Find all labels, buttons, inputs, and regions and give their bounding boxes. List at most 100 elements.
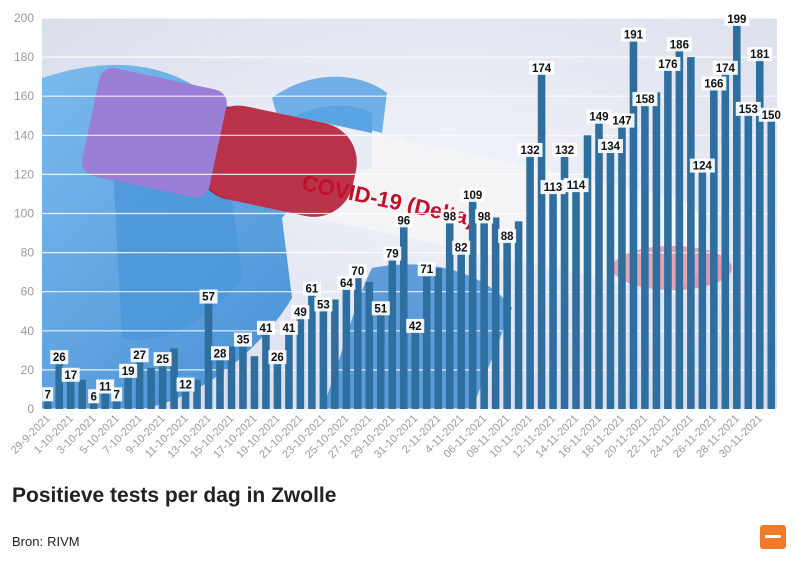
source-label: Bron:	[12, 534, 44, 549]
data-label: 49	[291, 305, 310, 320]
data-label-text: 70	[351, 266, 364, 278]
data-label: 53	[314, 297, 333, 312]
bar	[721, 68, 730, 409]
data-label-bg	[96, 379, 115, 394]
x-axis: 29-9-20211-10-20213-10-20215-10-20217-10…	[9, 413, 765, 461]
data-label-text: 174	[532, 63, 552, 75]
data-label: 7	[42, 387, 54, 402]
bar	[43, 395, 52, 409]
data-label-text: 174	[716, 63, 736, 75]
data-label: 191	[620, 27, 646, 42]
data-label: 26	[268, 350, 287, 365]
bar	[193, 379, 201, 409]
bar	[331, 299, 339, 409]
data-label: 11	[96, 379, 115, 394]
data-label: 150	[758, 107, 784, 122]
bar	[629, 35, 638, 409]
data-label-text: 17	[64, 370, 77, 382]
data-label: 199	[724, 11, 750, 26]
data-label-text: 28	[214, 348, 227, 360]
data-label-bg	[620, 27, 646, 42]
data-label-bg	[153, 352, 172, 367]
data-label-bg	[61, 367, 80, 382]
y-tick-label: 160	[14, 89, 34, 103]
data-label: 98	[475, 209, 494, 224]
data-label: 186	[666, 37, 692, 52]
data-label-bg	[460, 187, 486, 202]
data-label: 35	[233, 332, 252, 347]
bar	[606, 147, 615, 409]
data-label-bg	[735, 101, 761, 116]
data-label-bg	[119, 363, 138, 378]
data-label-text: 149	[589, 112, 608, 124]
data-label-bg	[475, 209, 494, 224]
data-label-text: 12	[179, 380, 192, 392]
data-label: 27	[130, 348, 149, 363]
data-label-text: 158	[635, 94, 655, 106]
data-label: 51	[371, 301, 390, 316]
data-label-text: 57	[202, 292, 215, 304]
bar	[595, 117, 603, 409]
y-tick-label: 40	[21, 324, 35, 338]
data-label-bg	[498, 228, 517, 243]
y-tick-label: 200	[14, 11, 34, 25]
data-label: 88	[498, 228, 517, 243]
data-label: 109	[460, 187, 486, 202]
data-label: 166	[701, 76, 727, 91]
bar	[560, 150, 569, 409]
data-label-bg	[279, 320, 298, 335]
bar	[204, 297, 213, 409]
bar	[250, 356, 259, 409]
data-label: 96	[394, 213, 413, 228]
data-label: 12	[176, 377, 195, 392]
data-label-text: 35	[237, 335, 250, 347]
y-tick-label: 140	[14, 128, 34, 142]
data-label: 6	[88, 389, 100, 404]
bar	[514, 221, 523, 409]
bar	[744, 109, 753, 409]
data-label-text: 98	[443, 211, 456, 223]
bar	[422, 270, 431, 409]
data-label-text: 98	[478, 211, 491, 223]
data-label-text: 124	[693, 161, 713, 173]
y-tick-label: 80	[21, 246, 35, 260]
bar	[618, 121, 626, 410]
data-label: 25	[153, 352, 172, 367]
data-label: 174	[712, 60, 738, 75]
data-label-bg	[712, 60, 738, 75]
y-tick-label: 60	[21, 285, 35, 299]
data-label: 57	[199, 289, 218, 304]
data-label-text: 61	[305, 284, 318, 296]
data-label-bg	[211, 346, 230, 361]
data-label-text: 42	[409, 321, 422, 333]
data-label-bg	[632, 92, 658, 107]
data-label-bg	[111, 387, 123, 402]
data-label-bg	[563, 178, 589, 193]
bar	[101, 387, 109, 409]
publisher-logo-icon[interactable]	[760, 525, 786, 549]
bar	[66, 375, 75, 409]
data-label: 7	[111, 387, 123, 402]
bar	[181, 385, 190, 409]
data-label-bg	[268, 350, 287, 365]
data-label-text: 181	[750, 49, 770, 61]
bar	[365, 281, 374, 409]
data-label-bg	[199, 289, 218, 304]
data-label-bg	[609, 113, 635, 128]
y-tick-label: 0	[27, 402, 34, 416]
bar	[399, 221, 408, 409]
data-label-bg	[302, 281, 321, 296]
data-label: 132	[517, 142, 543, 157]
data-label-bg	[529, 60, 555, 75]
data-label: 174	[529, 60, 555, 75]
data-label: 41	[256, 320, 275, 335]
data-label: 42	[406, 318, 425, 333]
data-label-text: 41	[283, 323, 296, 335]
data-label: 17	[61, 367, 80, 382]
data-label-text: 53	[317, 299, 330, 311]
bar	[583, 135, 592, 410]
bar	[503, 236, 511, 409]
data-label: 181	[747, 47, 773, 62]
data-label-text: 96	[397, 215, 410, 227]
